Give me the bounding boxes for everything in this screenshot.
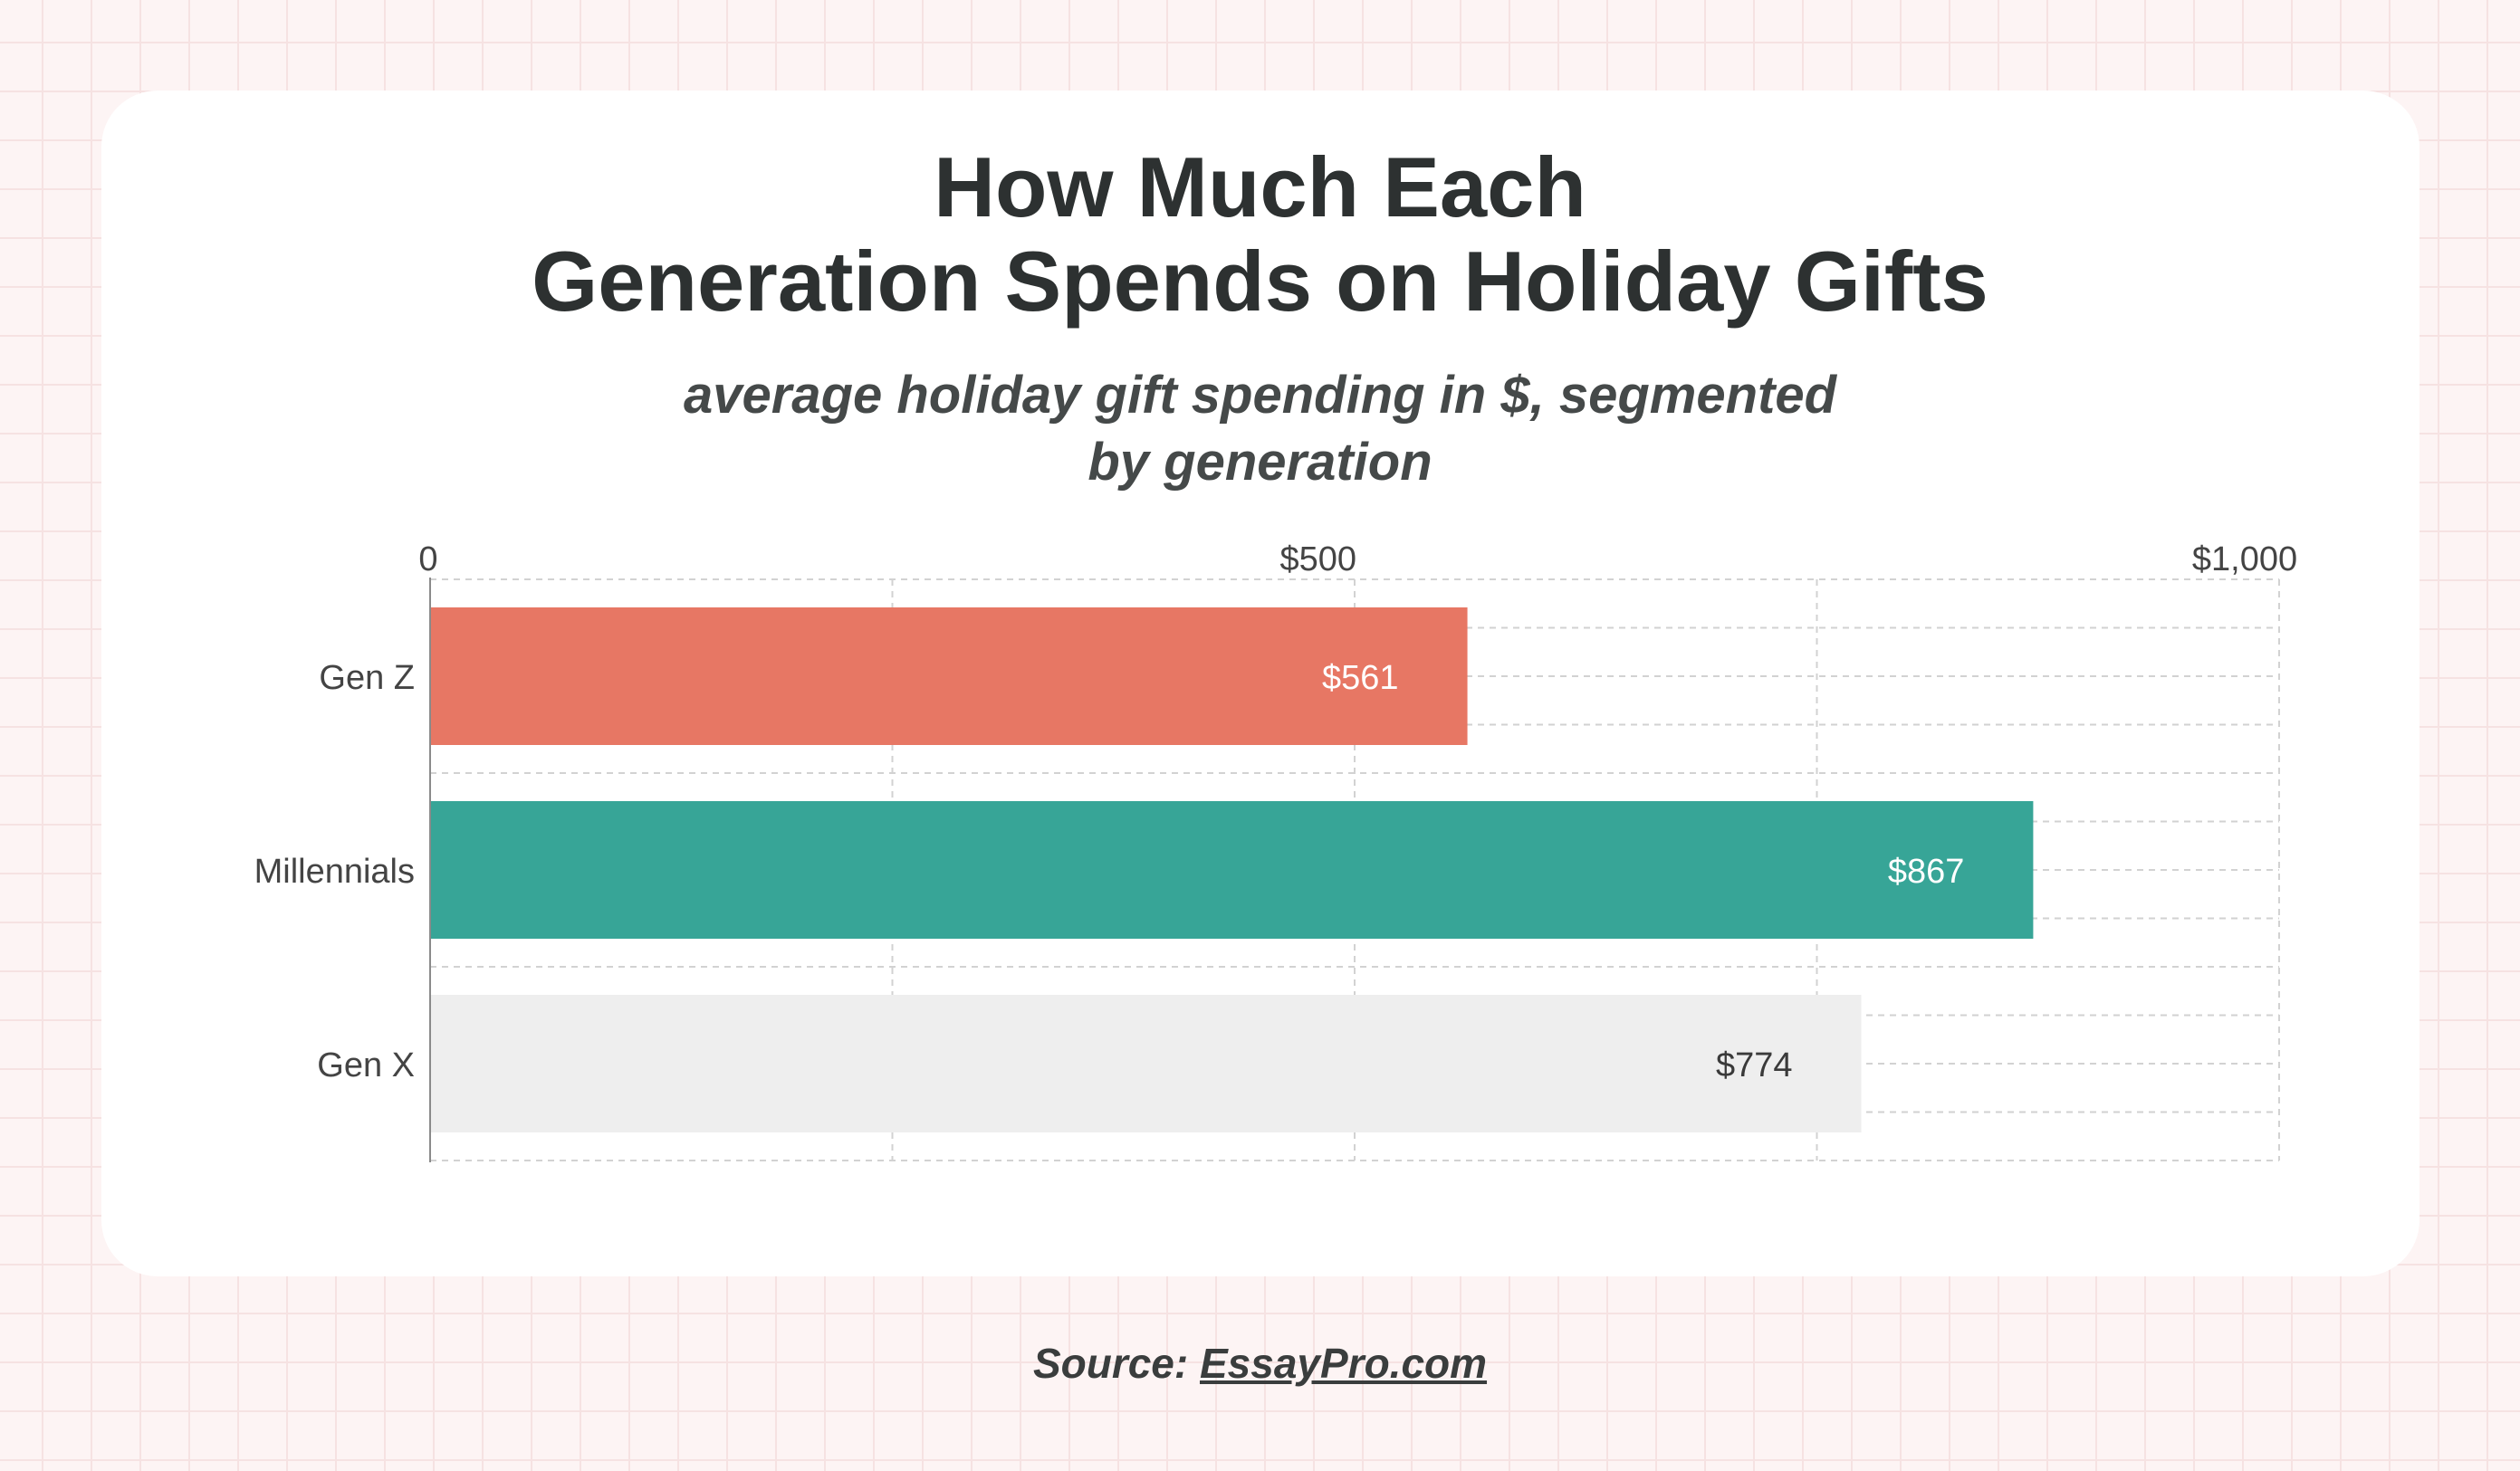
chart-title-line-1: How Much Each [934, 139, 1586, 234]
chart-subtitle-line-2: by generation [1088, 433, 1432, 492]
source-prefix: Source: [1032, 1340, 1189, 1387]
bar-value-label: $867 [1888, 853, 1965, 891]
category-label: Gen X [317, 1046, 415, 1084]
chart-title-line-2: Generation Spends on Holiday Gifts [532, 234, 1988, 329]
bar-gen-z [430, 607, 1468, 745]
bar-millennials [430, 801, 2034, 939]
chart-title: How Much Each Generation Spends on Holid… [0, 140, 2520, 329]
source-line: Source: EssayPro.com [0, 1336, 2520, 1390]
category-label: Millennials [254, 853, 415, 891]
x-tick-label: 0 [418, 540, 437, 578]
bar-value-label: $774 [1716, 1046, 1793, 1084]
source-link[interactable]: EssayPro.com [1199, 1340, 1488, 1387]
chart-subtitle-line-1: average holiday gift spending in $, segm… [683, 366, 1837, 425]
bar-gen-x [430, 995, 1862, 1132]
category-label: Gen Z [319, 659, 415, 697]
x-tick-label: $500 [1279, 540, 1356, 578]
bar-value-label: $561 [1322, 659, 1399, 697]
x-tick-label: $1,000 [2192, 540, 2297, 578]
chart-subtitle: average holiday gift spending in $, segm… [0, 362, 2520, 496]
